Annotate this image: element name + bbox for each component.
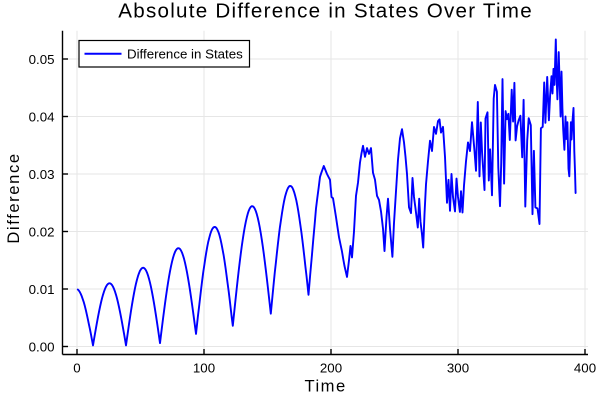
svg-text:0.02: 0.02 [29,224,55,239]
svg-text:400: 400 [574,361,596,376]
svg-text:0: 0 [73,361,80,376]
svg-text:0.00: 0.00 [29,339,55,354]
svg-text:Difference in States: Difference in States [127,46,243,61]
svg-text:200: 200 [320,361,342,376]
svg-text:0.03: 0.03 [29,167,55,182]
svg-text:100: 100 [193,361,215,376]
svg-text:Absolute Difference in States: Absolute Difference in States Over Time [118,0,533,23]
svg-text:300: 300 [447,361,469,376]
svg-text:0.01: 0.01 [29,282,55,297]
svg-text:Time: Time [304,376,346,395]
svg-text:Difference: Difference [4,152,23,243]
svg-text:0.05: 0.05 [29,52,55,67]
svg-text:0.04: 0.04 [29,109,55,124]
